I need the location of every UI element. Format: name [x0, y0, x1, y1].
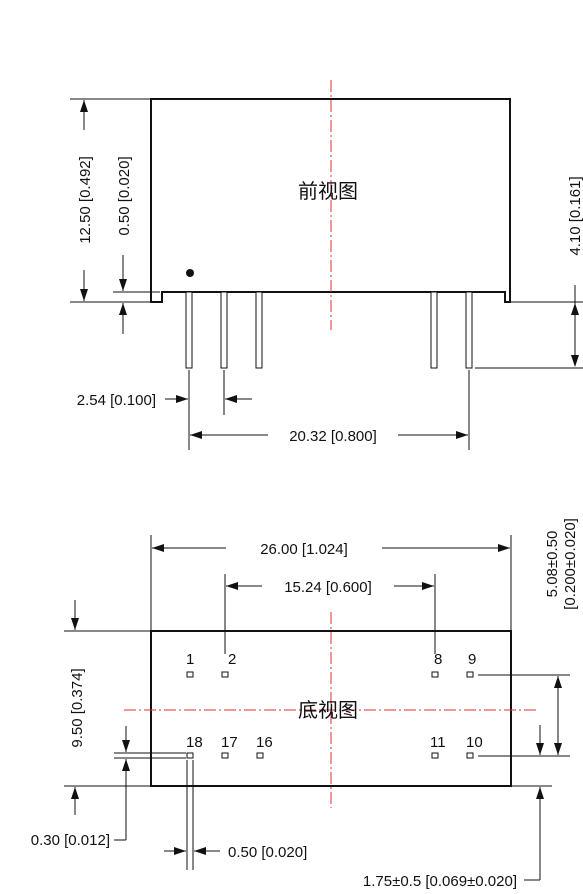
dim-edge-label: 1.75±0.5 [0.069±0.020]: [363, 873, 517, 890]
dim-pin-width-label: 0.30 [0.012]: [31, 832, 110, 849]
arrow-head: [176, 395, 188, 403]
arrow-head: [225, 395, 237, 403]
arrow-head: [536, 743, 544, 755]
arrow-head: [119, 303, 127, 315]
dim-length-label: 26.00 [1.024]: [260, 541, 348, 558]
dim-pin-pitch-label: 0.50 [0.020]: [228, 844, 307, 861]
pin-number-label: 18: [186, 734, 203, 751]
bottom-pin-pad: [186, 671, 194, 678]
dim-height-label: 12.50 [0.492]: [77, 156, 94, 244]
front-pin: [255, 291, 263, 369]
arrow-head: [554, 743, 562, 755]
bottom-pin-pad: [431, 752, 439, 759]
arrow-head: [122, 740, 130, 752]
front-view: 前视图 12.50 [0.492] 0.50 [0.020] 4.10 [0.1…: [70, 80, 583, 450]
dim-span-label: 20.32 [0.800]: [289, 428, 377, 445]
bottom-pin-pad: [186, 752, 194, 759]
arrow-head: [571, 355, 579, 367]
dim-standoff-label: 0.50 [0.020]: [116, 156, 133, 235]
dim-width-label: 9.50 [0.374]: [69, 668, 86, 747]
arrow-head: [80, 289, 88, 301]
arrow-head: [152, 544, 164, 552]
pin-number-label: 1: [186, 651, 194, 668]
arrow-head: [571, 303, 579, 315]
front-pin: [430, 291, 438, 369]
arrow-head: [226, 582, 238, 590]
pin-number-label: 9: [468, 651, 476, 668]
front-view-title: 前视图: [298, 179, 358, 203]
bottom-pin-pad: [256, 752, 264, 759]
arrow-head: [190, 431, 202, 439]
front-pin: [185, 291, 193, 369]
dim-row-spacing-label-b: [0.200±0.020]: [562, 518, 579, 610]
dim-row-spacing-label-a: 5.08±0.50: [544, 531, 561, 598]
pin-number-label: 8: [434, 651, 442, 668]
front-pin: [465, 291, 473, 369]
bottom-view: 底视图 1 2 8 9 18 17 16 11 10 26.00 [1.024]: [31, 518, 579, 890]
pin-number-label: 10: [466, 734, 483, 751]
front-pin: [220, 291, 228, 369]
arrow-head: [456, 431, 468, 439]
bottom-pin-pad: [221, 752, 229, 759]
bottom-pin-pad: [466, 671, 474, 678]
arrow-head: [122, 759, 130, 771]
pin-number-label: 16: [256, 734, 273, 751]
bottom-pin-pad: [466, 752, 474, 759]
arrow-head: [174, 847, 186, 855]
arrow-head: [119, 279, 127, 291]
pin1-marker-dot: [186, 269, 194, 277]
bottom-view-title: 底视图: [298, 698, 358, 722]
bottom-pin-pad: [431, 671, 439, 678]
dim-pin-length-label: 4.10 [0.161]: [567, 176, 583, 255]
arrow-head: [71, 618, 79, 630]
arrow-head: [80, 100, 88, 112]
pin-number-label: 17: [221, 734, 238, 751]
arrow-head: [71, 787, 79, 799]
dim-inner-span-label: 15.24 [0.600]: [284, 579, 372, 596]
pin-number-label: 2: [228, 651, 236, 668]
arrow-head: [422, 582, 434, 590]
arrow-head: [194, 847, 206, 855]
arrow-head: [554, 676, 562, 688]
bottom-pin-pad: [221, 671, 229, 678]
dim-pitch-label: 2.54 [0.100]: [77, 392, 156, 409]
pin-number-label: 11: [430, 734, 446, 751]
arrow-head: [536, 787, 544, 799]
arrow-head: [498, 544, 510, 552]
